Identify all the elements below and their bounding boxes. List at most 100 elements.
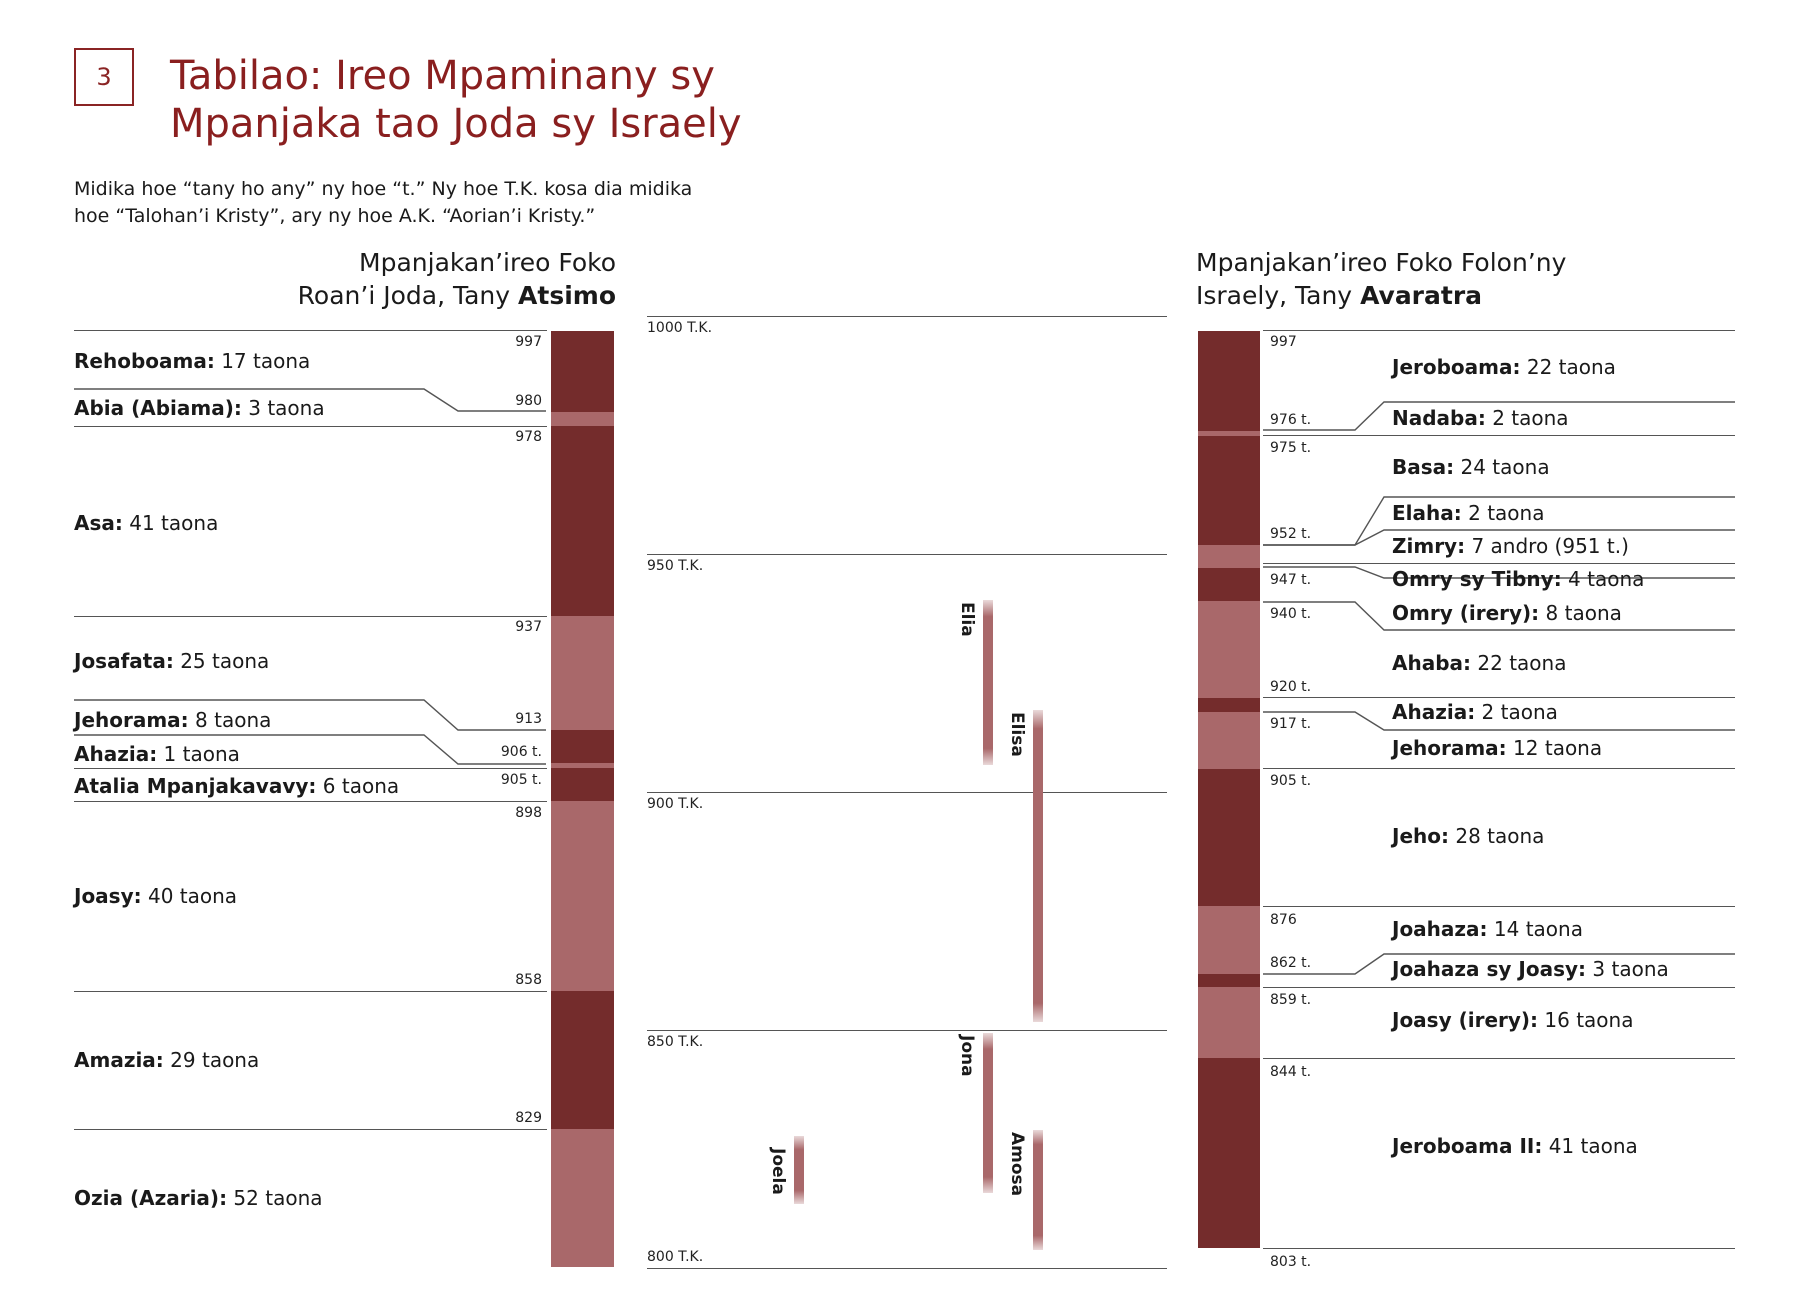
king-name: Joasy: bbox=[74, 884, 142, 908]
king-reign: 6 taona bbox=[316, 774, 400, 798]
abbreviation-note: Midika hoe “tany ho any” ny hoe “t.” Ny … bbox=[74, 176, 794, 230]
king-name: Jehorama: bbox=[1392, 736, 1507, 760]
south-line-829 bbox=[74, 1129, 547, 1130]
north-king: Elaha: 2 taona bbox=[1392, 501, 1544, 525]
south-year-label: 997 bbox=[515, 334, 542, 350]
north-year-label: 803 t. bbox=[1270, 1254, 1312, 1270]
king-reign: 7 andro (951 t.) bbox=[1465, 534, 1629, 558]
south-year-label: 978 bbox=[515, 429, 542, 445]
south-heading: Mpanjakan’ireo Foko Roan’i Joda, Tany At… bbox=[200, 246, 616, 312]
north-year-label: 997 bbox=[1270, 334, 1297, 350]
north-bar-jeroboama bbox=[1198, 331, 1260, 431]
title-line-2: Mpanjaka tao Joda sy Israely bbox=[170, 101, 742, 147]
north-line-997 bbox=[1263, 330, 1735, 331]
king-name: Atalia Mpanjakavavy: bbox=[74, 774, 317, 798]
chart-number-badge: 3 bbox=[74, 48, 134, 106]
south-year-label: 858 bbox=[515, 972, 542, 988]
king-reign: 2 taona bbox=[1475, 700, 1558, 724]
north-line-905 bbox=[1263, 768, 1735, 769]
south-line-978 bbox=[74, 426, 547, 427]
south-bar-ahazia bbox=[551, 763, 614, 768]
south-year-label: 829 bbox=[515, 1110, 542, 1126]
south-king: Josafata: 25 taona bbox=[74, 649, 269, 673]
king-reign: 22 taona bbox=[1471, 651, 1567, 675]
south-line-858 bbox=[74, 991, 547, 992]
north-line-951 bbox=[1263, 563, 1735, 564]
king-reign: 40 taona bbox=[141, 884, 238, 908]
north-bar-elaha bbox=[1198, 545, 1260, 550]
prophet-bar-amosa bbox=[1033, 1130, 1043, 1250]
north-king: Jeho: 28 taona bbox=[1392, 824, 1544, 848]
north-year-label: 947 t. bbox=[1270, 572, 1312, 588]
king-reign: 14 taona bbox=[1487, 917, 1583, 941]
north-year-label: 976 t. bbox=[1270, 412, 1312, 428]
king-name: Ozia (Azaria): bbox=[74, 1186, 228, 1210]
king-name: Basa: bbox=[1392, 455, 1455, 479]
timeline-label: 950 T.K. bbox=[647, 558, 704, 574]
south-line-937 bbox=[74, 616, 547, 617]
south-year-label: 913 bbox=[515, 711, 542, 727]
north-heading-plain: Israely, Tany bbox=[1196, 281, 1361, 310]
king-reign: 22 taona bbox=[1520, 355, 1616, 379]
north-king: Joahaza sy Joasy: 3 taona bbox=[1392, 957, 1669, 981]
south-bar-amazia bbox=[551, 991, 614, 1129]
south-bar-asa bbox=[551, 426, 614, 616]
north-year-label: 917 t. bbox=[1270, 716, 1312, 732]
north-king: Zimry: 7 andro (951 t.) bbox=[1392, 534, 1629, 558]
north-king: Joasy (irery): 16 taona bbox=[1392, 1008, 1633, 1032]
south-heading-line-2: Roan’i Joda, Tany Atsimo bbox=[200, 279, 616, 312]
king-reign: 3 taona bbox=[1586, 957, 1669, 981]
north-king: Joahaza: 14 taona bbox=[1392, 917, 1583, 941]
north-king: Jeroboama II: 41 taona bbox=[1392, 1134, 1638, 1158]
king-name: Jehorama: bbox=[74, 708, 189, 732]
timeline-line-850 bbox=[647, 1030, 1167, 1031]
north-year-label: 920 t. bbox=[1270, 679, 1312, 695]
page-title: Tabilao: Ireo Mpaminany sy Mpanjaka tao … bbox=[170, 52, 890, 148]
south-bar-rehoboama bbox=[551, 331, 614, 412]
prophet-name-joela: Joela bbox=[768, 1148, 788, 1195]
king-name: Ahazia: bbox=[1392, 700, 1476, 724]
timeline-line-950 bbox=[647, 554, 1167, 555]
north-year-label: 975 t. bbox=[1270, 440, 1312, 456]
north-year-label: 876 bbox=[1270, 912, 1297, 928]
king-reign: 4 taona bbox=[1561, 567, 1645, 591]
king-reign: 8 taona bbox=[188, 708, 272, 732]
prophet-name-elisa: Elisa bbox=[1007, 712, 1027, 757]
south-line-898 bbox=[74, 801, 547, 802]
south-king: Rehoboama: 17 taona bbox=[74, 349, 310, 373]
north-line-844 bbox=[1263, 1058, 1735, 1059]
north-year-label: 862 t. bbox=[1270, 955, 1312, 971]
south-year-label: 980 bbox=[515, 393, 542, 409]
north-bar-omry-tibny bbox=[1198, 568, 1260, 601]
king-reign: 8 taona bbox=[1539, 601, 1622, 625]
north-line-859 bbox=[1263, 987, 1735, 988]
prophet-bar-elia bbox=[983, 600, 993, 765]
king-reign: 2 taona bbox=[1461, 501, 1545, 525]
timeline-line-1000 bbox=[647, 316, 1167, 317]
king-reign: 52 taona bbox=[227, 1186, 323, 1210]
note-line-2: hoe “Talohan’i Kristy”, ary ny hoe A.K. … bbox=[74, 205, 596, 227]
south-heading-bold: Atsimo bbox=[518, 281, 616, 310]
king-name: Jeroboama: bbox=[1392, 355, 1521, 379]
timeline-line-900 bbox=[647, 792, 1167, 793]
south-line-997 bbox=[74, 330, 547, 331]
north-king: Ahaba: 22 taona bbox=[1392, 651, 1566, 675]
north-bar-ahazia bbox=[1198, 698, 1260, 712]
timeline-label: 1000 T.K. bbox=[647, 320, 713, 336]
south-bar-abia bbox=[551, 412, 614, 426]
north-king: Nadaba: 2 taona bbox=[1392, 406, 1569, 430]
king-name: Joasy (irery): bbox=[1392, 1008, 1539, 1032]
north-bar-jehorama bbox=[1198, 712, 1260, 769]
north-bar-basa bbox=[1198, 436, 1260, 545]
south-bar-josafata bbox=[551, 616, 614, 730]
north-line-803 bbox=[1263, 1248, 1735, 1249]
king-reign: 12 taona bbox=[1506, 736, 1603, 760]
prophet-name-elia: Elia bbox=[957, 602, 977, 637]
timeline-label: 850 T.K. bbox=[647, 1034, 704, 1050]
king-reign: 41 taona bbox=[122, 511, 219, 535]
south-heading-plain: Roan’i Joda, Tany bbox=[297, 281, 519, 310]
north-bar-joahaza bbox=[1198, 906, 1260, 974]
king-name: Amazia: bbox=[74, 1048, 164, 1072]
north-bar-omry-ahaba bbox=[1198, 601, 1260, 698]
north-year-label: 859 t. bbox=[1270, 992, 1312, 1008]
